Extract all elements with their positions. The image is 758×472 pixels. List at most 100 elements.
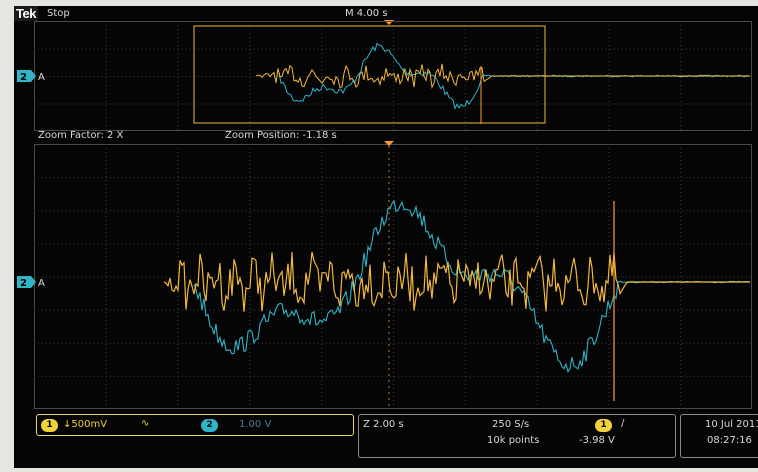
zoom-grid-dot: [249, 248, 251, 249]
zoom-grid-dot: [393, 188, 394, 189]
acquisition-state: Stop: [47, 8, 70, 19]
zoom-grid-dot: [321, 312, 323, 313]
overview-grid-dot: [562, 48, 563, 50]
zoom-grid-dot: [393, 332, 394, 333]
zoom-grid-dot: [162, 309, 163, 311]
zoom-grid-dot: [442, 375, 443, 377]
zoom-grid-dot: [310, 375, 311, 377]
zoom-grid-dot: [321, 300, 323, 301]
overview-grid-dot: [536, 65, 538, 66]
zoom-grid-dot: [634, 309, 635, 311]
overview-grid-dot: [177, 97, 179, 98]
zoom-grid-dot: [430, 276, 431, 278]
zoom-grid-dot: [321, 208, 323, 209]
zoom-grid-dot: [422, 210, 423, 212]
overview-grid-dot: [546, 48, 547, 50]
zoom-grid-dot: [608, 336, 610, 337]
zoom-grid-dot: [536, 352, 538, 353]
overview-grid-dot: [318, 103, 319, 105]
zoom-grid-dot: [138, 210, 139, 212]
zoom-grid-dot: [393, 244, 394, 245]
zoom-grid-dot: [680, 288, 682, 289]
datetime-readout-box: 10 Jul 2011 08:27:16: [680, 414, 758, 458]
zoom-window-bracket[interactable]: [193, 25, 546, 124]
overview-grid-dot: [298, 48, 299, 50]
overview-grid-dot: [105, 69, 107, 70]
zoom-grid-dot: [602, 276, 603, 278]
zoom-grid-dot: [249, 160, 251, 161]
zoom-grid-dot: [250, 177, 251, 179]
ch2-scale[interactable]: 1.00 V: [239, 419, 272, 430]
overview-grid-dot: [154, 103, 155, 105]
zoom-grid-dot: [393, 344, 394, 345]
zoom-grid-dot: [666, 243, 667, 245]
zoom-grid-dot: [558, 309, 559, 311]
overview-grid-dot: [608, 21, 610, 22]
zoom-trigger-marker[interactable]: [384, 141, 394, 146]
zoom-grid-dot: [506, 243, 507, 245]
zoom-grid-dot: [614, 177, 615, 179]
zoom-grid-dot: [150, 210, 151, 212]
zoom-grid-dot: [177, 252, 179, 253]
zoom-grid-dot: [590, 342, 591, 344]
overview-grid-dot: [474, 103, 475, 105]
ch2-badge[interactable]: 2: [201, 419, 218, 432]
zoom-grid-dot: [670, 177, 671, 179]
zoom-grid-dot: [694, 243, 695, 245]
zoom-grid-dot: [242, 309, 243, 311]
zoom-grid-dot: [222, 375, 223, 377]
channel-readout-box[interactable]: 1 ↓500mV ∿ 2 1.00 V: [36, 414, 354, 436]
zoom-grid-dot: [434, 309, 435, 311]
zoom-grid-dot: [678, 375, 679, 377]
zoom-grid-dot: [582, 309, 583, 311]
overview-grid-dot: [222, 103, 223, 105]
zoom-grid-dot: [162, 177, 163, 179]
zoom-grid-dot: [642, 177, 643, 179]
overview-grid-dot: [202, 48, 203, 50]
overview-grid-dot: [522, 48, 523, 50]
ch1-scale[interactable]: ↓500mV: [63, 419, 108, 430]
zoom-grid-dot: [536, 388, 538, 389]
zoom-grid-dot: [718, 309, 719, 311]
zoom-grid-dot: [446, 375, 447, 377]
zoom-grid-dot: [46, 342, 47, 344]
ch2-ground-marker-zoom[interactable]: [17, 276, 36, 288]
zoom-grid-dot: [298, 210, 299, 212]
zoom-grid-dot: [590, 210, 591, 212]
overview-grid-dot: [146, 76, 147, 77]
zoom-grid-dot: [536, 272, 538, 273]
zoom-grid-dot: [578, 342, 579, 344]
zoom-grid-dot: [106, 243, 107, 245]
overview-grid-dot: [346, 48, 347, 50]
overview-grid-dot: [393, 101, 394, 102]
ch1-badge[interactable]: 1: [41, 419, 58, 432]
zoom-grid-dot: [622, 210, 623, 212]
zoom-grid-dot: [282, 375, 283, 377]
zoom-grid-dot: [321, 248, 323, 249]
zoom-grid-dot: [249, 256, 251, 257]
zoom-grid-dot: [690, 243, 691, 245]
zoom-grid-dot: [738, 243, 739, 245]
overview-grid-dot: [177, 125, 179, 126]
zoom-grid-dot: [458, 375, 459, 377]
overview-grid-dot: [177, 81, 179, 82]
overview-grid-dot: [393, 81, 394, 82]
zoom-grid-dot: [658, 276, 659, 278]
ch2-ground-marker-overview[interactable]: [17, 70, 36, 82]
zoom-grid-dot: [546, 210, 547, 212]
timebase-readout-box[interactable]: Z 2.00 s 250 S/s 10k points 1 / -3.98 V: [358, 414, 676, 458]
overview-grid-dot: [178, 103, 179, 105]
zoom-grid-dot: [158, 210, 159, 212]
zoom-grid-dot: [370, 177, 371, 179]
zoom-grid-dot: [608, 300, 610, 301]
zoom-grid-dot: [382, 177, 383, 179]
zoom-grid-dot: [393, 184, 394, 185]
overview-grid-dot: [680, 29, 682, 30]
zoom-grid-dot: [290, 243, 291, 245]
zoom-grid-dot: [538, 177, 539, 179]
overview-grid-dot: [702, 103, 703, 105]
overview-grid-dot: [105, 85, 107, 86]
overview-grid-dot: [321, 101, 323, 102]
zoom-grid-dot: [249, 204, 251, 205]
zoom-grid-dot: [680, 280, 682, 281]
